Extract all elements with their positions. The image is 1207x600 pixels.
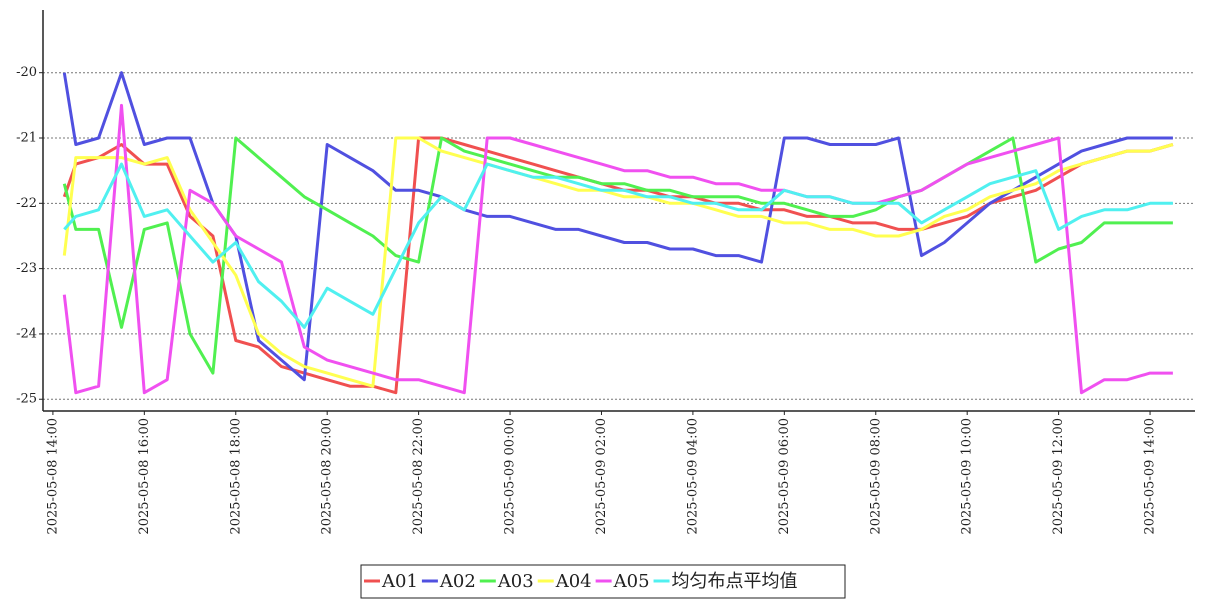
y-tick-label: -25 xyxy=(16,392,37,407)
y-tick-label: -21 xyxy=(16,131,37,146)
series-line xyxy=(62,71,1173,382)
y-tick-label: -23 xyxy=(16,261,37,276)
x-tick-label: 2025-05-09 12:00 xyxy=(1051,418,1066,535)
x-tick-label: 2025-05-09 00:00 xyxy=(503,418,518,535)
x-tick-label: 2025-05-08 20:00 xyxy=(320,418,335,535)
series-line xyxy=(62,136,1173,375)
legend-label: A01 xyxy=(381,571,418,592)
x-tick-label: 2025-05-09 02:00 xyxy=(594,418,609,535)
x-tick-label: 2025-05-09 10:00 xyxy=(960,418,975,535)
legend-label: 均匀布点平均值 xyxy=(672,571,798,592)
x-tick-label: 2025-05-08 14:00 xyxy=(45,418,60,535)
series-line xyxy=(62,103,1173,395)
series-line xyxy=(62,136,1174,388)
series-line xyxy=(63,162,1173,329)
x-tick-label: 2025-05-08 22:00 xyxy=(411,418,426,535)
legend-label: A05 xyxy=(613,571,650,592)
x-tick-label: 2025-05-09 04:00 xyxy=(685,418,700,535)
x-tick-label: 2025-05-09 08:00 xyxy=(868,418,883,535)
legend-label: A03 xyxy=(497,571,534,592)
y-tick-label: -22 xyxy=(16,196,37,211)
legend-label: A04 xyxy=(555,571,592,592)
x-tick-label: 2025-05-09 06:00 xyxy=(777,418,792,535)
x-tick-label: 2025-05-08 18:00 xyxy=(228,418,243,535)
x-tick-label: 2025-05-09 14:00 xyxy=(1143,418,1158,535)
legend-label: A02 xyxy=(439,571,476,592)
y-tick-label: -24 xyxy=(16,326,37,341)
y-tick-label: -20 xyxy=(16,65,37,80)
x-tick-label: 2025-05-08 16:00 xyxy=(137,418,152,535)
